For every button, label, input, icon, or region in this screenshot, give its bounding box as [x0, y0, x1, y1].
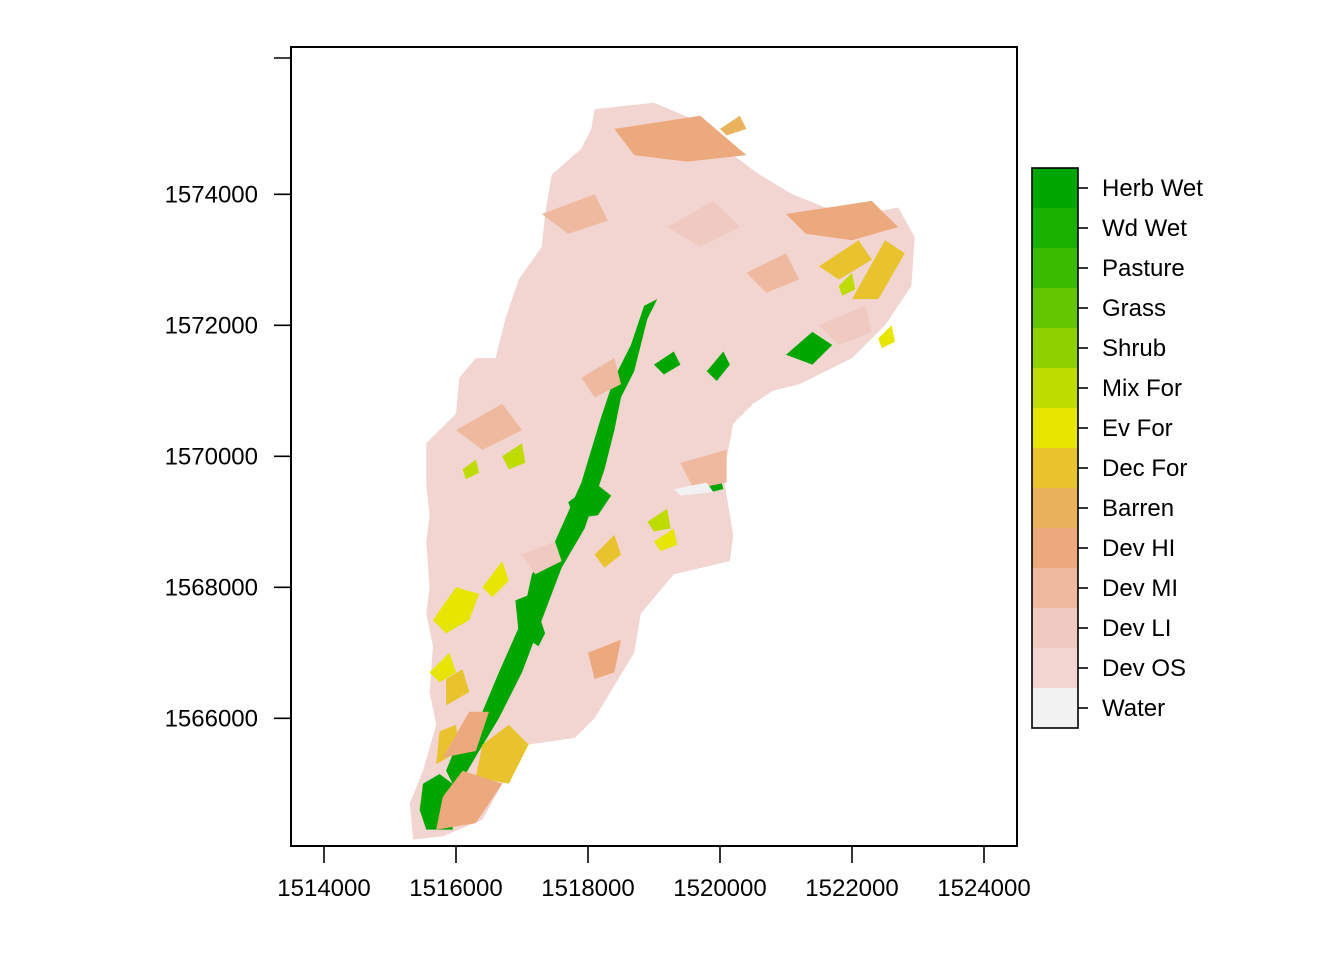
patch-herb-wet-7: [786, 331, 833, 365]
patch-ev-for-14: [432, 587, 480, 634]
patch-ev-for-18: [878, 325, 895, 349]
patch-mix-for-20: [647, 508, 671, 532]
legend: Herb Wet Wd Wet Pasture Grass Shrub Mix For Ev…: [1031, 167, 1203, 729]
patch-herb-wet-3: [568, 482, 612, 519]
patch-dev-mi-32: [680, 449, 727, 490]
x-tick-label: 1516000: [409, 875, 502, 902]
legend-label: Wd Wet: [1102, 215, 1187, 242]
patch-herb-wet-5: [706, 351, 730, 381]
patch-mix-for-19: [502, 443, 526, 470]
x-tick-label: 1514000: [277, 875, 370, 902]
land-cover-raster: [409, 102, 915, 840]
legend-frame: [1031, 167, 1079, 729]
patch-mix-for-22: [462, 459, 480, 480]
patch-ev-for-17: [654, 528, 678, 552]
x-axis: 1514000 1516000 1518000 1520000 1522000 15240…: [277, 846, 1031, 902]
legend-swatch-shrub: [1032, 328, 1078, 368]
legend-label: Ev For: [1102, 415, 1173, 442]
legend-swatch-dev-mi: [1032, 568, 1078, 608]
legend-swatch-dev-os: [1032, 648, 1078, 688]
plot-frame: [290, 46, 1018, 847]
patch-dec-for-10: [446, 669, 470, 706]
x-tick-label: 1524000: [937, 875, 1030, 902]
patch-dec-for-11: [852, 240, 905, 300]
x-tick-label: 1518000: [541, 875, 634, 902]
x-tick-label: 1520000: [673, 875, 766, 902]
patch-dev-hi-27: [442, 711, 489, 758]
y-tick-label: 1568000: [165, 574, 258, 601]
patch-barren-23: [720, 115, 747, 136]
legend-label: Pasture: [1102, 255, 1185, 282]
legend-swatch-water: [1032, 688, 1078, 728]
patch-mix-for-21: [838, 272, 856, 296]
legend-label: Dev LI: [1102, 615, 1171, 642]
legend-swatch-barren: [1032, 488, 1078, 528]
legend-swatch-pasture: [1032, 248, 1078, 288]
patch-water-37: [673, 482, 714, 496]
patch-herb-wet-4: [654, 351, 681, 375]
patch-dev-li-36: [819, 305, 872, 345]
patch-herb-wet-1: [446, 299, 658, 791]
patch-dev-li-35: [522, 541, 562, 575]
patch-ev-for-16: [429, 652, 456, 683]
legend-label: Water: [1102, 695, 1165, 722]
legend-swatch-dec-for: [1032, 448, 1078, 488]
legend-label: Dev HI: [1102, 535, 1175, 562]
patch-herb-wet-2: [515, 593, 546, 647]
legend-label: Dev MI: [1102, 575, 1178, 602]
patch-dev-hi-28: [588, 639, 621, 679]
patch-dec-for-13: [594, 534, 621, 568]
patch-dev-mi-33: [581, 358, 621, 398]
legend-swatch-dev-hi: [1032, 528, 1078, 568]
legend-swatch-wd-wet: [1032, 208, 1078, 248]
y-tick-label: 1570000: [165, 443, 258, 470]
y-tick-label: 1566000: [165, 705, 258, 732]
legend-swatch-herb-wet: [1032, 168, 1078, 208]
y-tick-label: 1574000: [165, 181, 258, 208]
legend-label: Dec For: [1102, 455, 1187, 482]
legend-label: Shrub: [1102, 335, 1166, 362]
patch-dev-mi-31: [456, 403, 522, 450]
legend-label: Dev OS: [1102, 655, 1186, 682]
legend-label: Grass: [1102, 295, 1166, 322]
legend-swatch-ev-for: [1032, 408, 1078, 448]
y-tick-label: 1572000: [165, 312, 258, 339]
patch-dev-hi-25: [436, 770, 503, 830]
patch-dev-mi-30: [746, 253, 800, 293]
patch-dev-hi-26: [786, 200, 899, 241]
patch-dec-for-8: [475, 724, 529, 784]
patch-ev-for-15: [482, 561, 509, 598]
legend-swatch-mix-for: [1032, 368, 1078, 408]
legend-swatch-grass: [1032, 288, 1078, 328]
watershed-region: [409, 102, 915, 840]
patch-dev-mi-29: [541, 194, 608, 234]
legend-label: Herb Wet: [1102, 175, 1203, 202]
legend-swatch-dev-li: [1032, 608, 1078, 648]
patch-dev-li-34: [667, 200, 740, 247]
legend-label: Barren: [1102, 495, 1174, 522]
y-axis: 1566000 1568000 1570000 1572000 1574000: [165, 57, 291, 732]
patch-dec-for-12: [819, 240, 872, 280]
x-tick-label: 1522000: [805, 875, 898, 902]
patch-dev-hi-24: [614, 115, 747, 162]
legend-label: Mix For: [1102, 375, 1182, 402]
